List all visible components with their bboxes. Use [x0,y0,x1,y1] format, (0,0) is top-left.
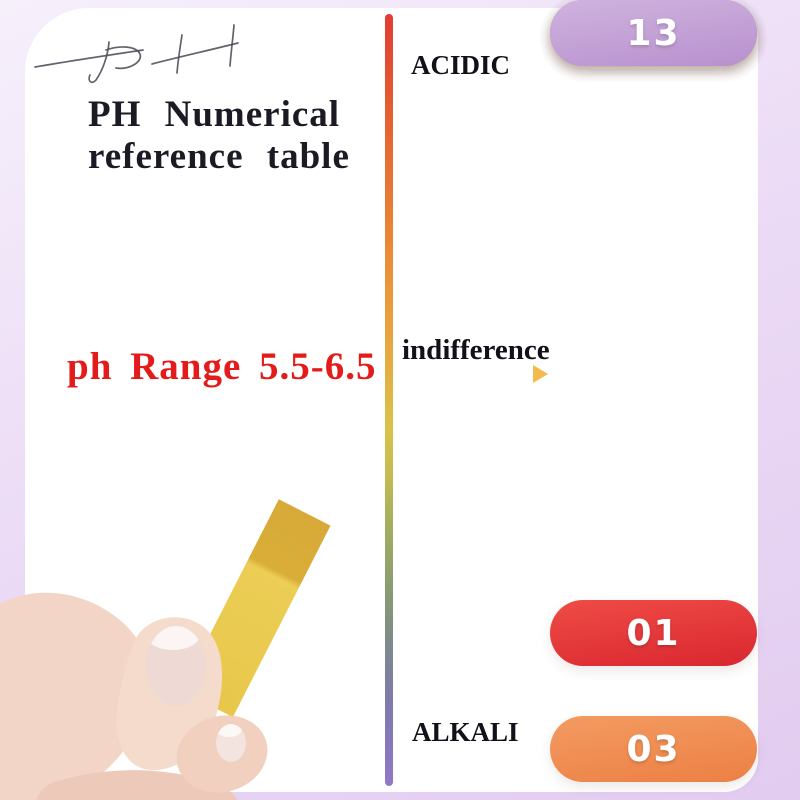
ph-range-callout: ph Range 5.5-6.5 [67,345,377,388]
hand-photo [0,499,331,800]
ph-pill-value: 03 [626,728,681,770]
scale-label-indifference: indifference [402,334,550,366]
page-title-line1: PH Numerical [88,94,341,135]
ph-gradient-bar [385,14,393,786]
scale-label-acidic: ACIDIC [411,50,511,80]
hand-palm [0,592,149,800]
ph-pill-value: 01 [626,612,681,654]
page-title-line2: reference table [88,136,350,177]
ph-signature-logo [34,24,239,84]
ph-pill-01: 01 [550,600,757,666]
ph-pill-03: 03 [550,716,757,782]
scale-label-alkali: ALKALI [412,717,519,747]
ph-pill-value: 13 [626,12,681,54]
ph-pill-13: 13 [550,0,757,66]
page-title: PH Numerical reference table [88,94,350,178]
indicator-arrow-icon [533,365,548,383]
